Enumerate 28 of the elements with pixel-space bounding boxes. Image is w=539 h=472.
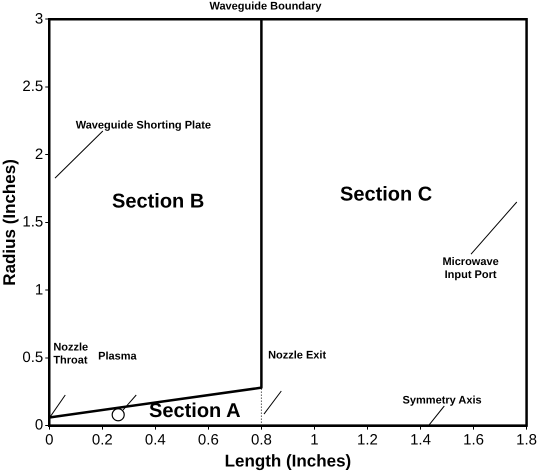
- y-tick-label: 1.5: [22, 214, 44, 231]
- annotation: Section A: [149, 400, 241, 422]
- x-tick-label: 0.6: [198, 432, 219, 449]
- annotation: Waveguide Shorting Plate: [76, 120, 211, 132]
- y-axis-title: Radius (Inches): [0, 159, 19, 286]
- y-tick-label: 1: [34, 281, 44, 298]
- y-tick-label: 2: [34, 146, 44, 163]
- x-tick-label: 0.4: [144, 432, 166, 449]
- x-tick-label: 0.8: [250, 432, 272, 449]
- annotation: Section B: [112, 190, 204, 212]
- annotation: Nozzle Exit: [268, 349, 326, 362]
- y-tick-label: 3: [34, 10, 44, 28]
- x-tick-label: 1: [310, 432, 319, 449]
- x-tick-label: 1.2: [357, 432, 378, 449]
- x-tick-label: 1.4: [410, 432, 431, 449]
- annotation: Nozzle Throat: [53, 341, 88, 366]
- x-tick-label: 0.2: [92, 432, 113, 449]
- chart-title: Waveguide Boundary: [209, 0, 322, 13]
- annotation: Section C: [340, 183, 432, 206]
- y-tick-label: 0: [34, 416, 44, 434]
- annotation: Symmetry Axis: [402, 394, 482, 407]
- x-tick-label: 1.8: [516, 432, 538, 449]
- x-tick-label: 1.6: [463, 432, 484, 449]
- annotation: Microwave Input Port: [442, 256, 499, 282]
- y-tick-label: 0.5: [22, 349, 44, 366]
- annotation: Plasma: [98, 350, 138, 362]
- y-tick-label: 2.5: [22, 78, 44, 96]
- x-axis-title: Length (Inches): [224, 451, 352, 470]
